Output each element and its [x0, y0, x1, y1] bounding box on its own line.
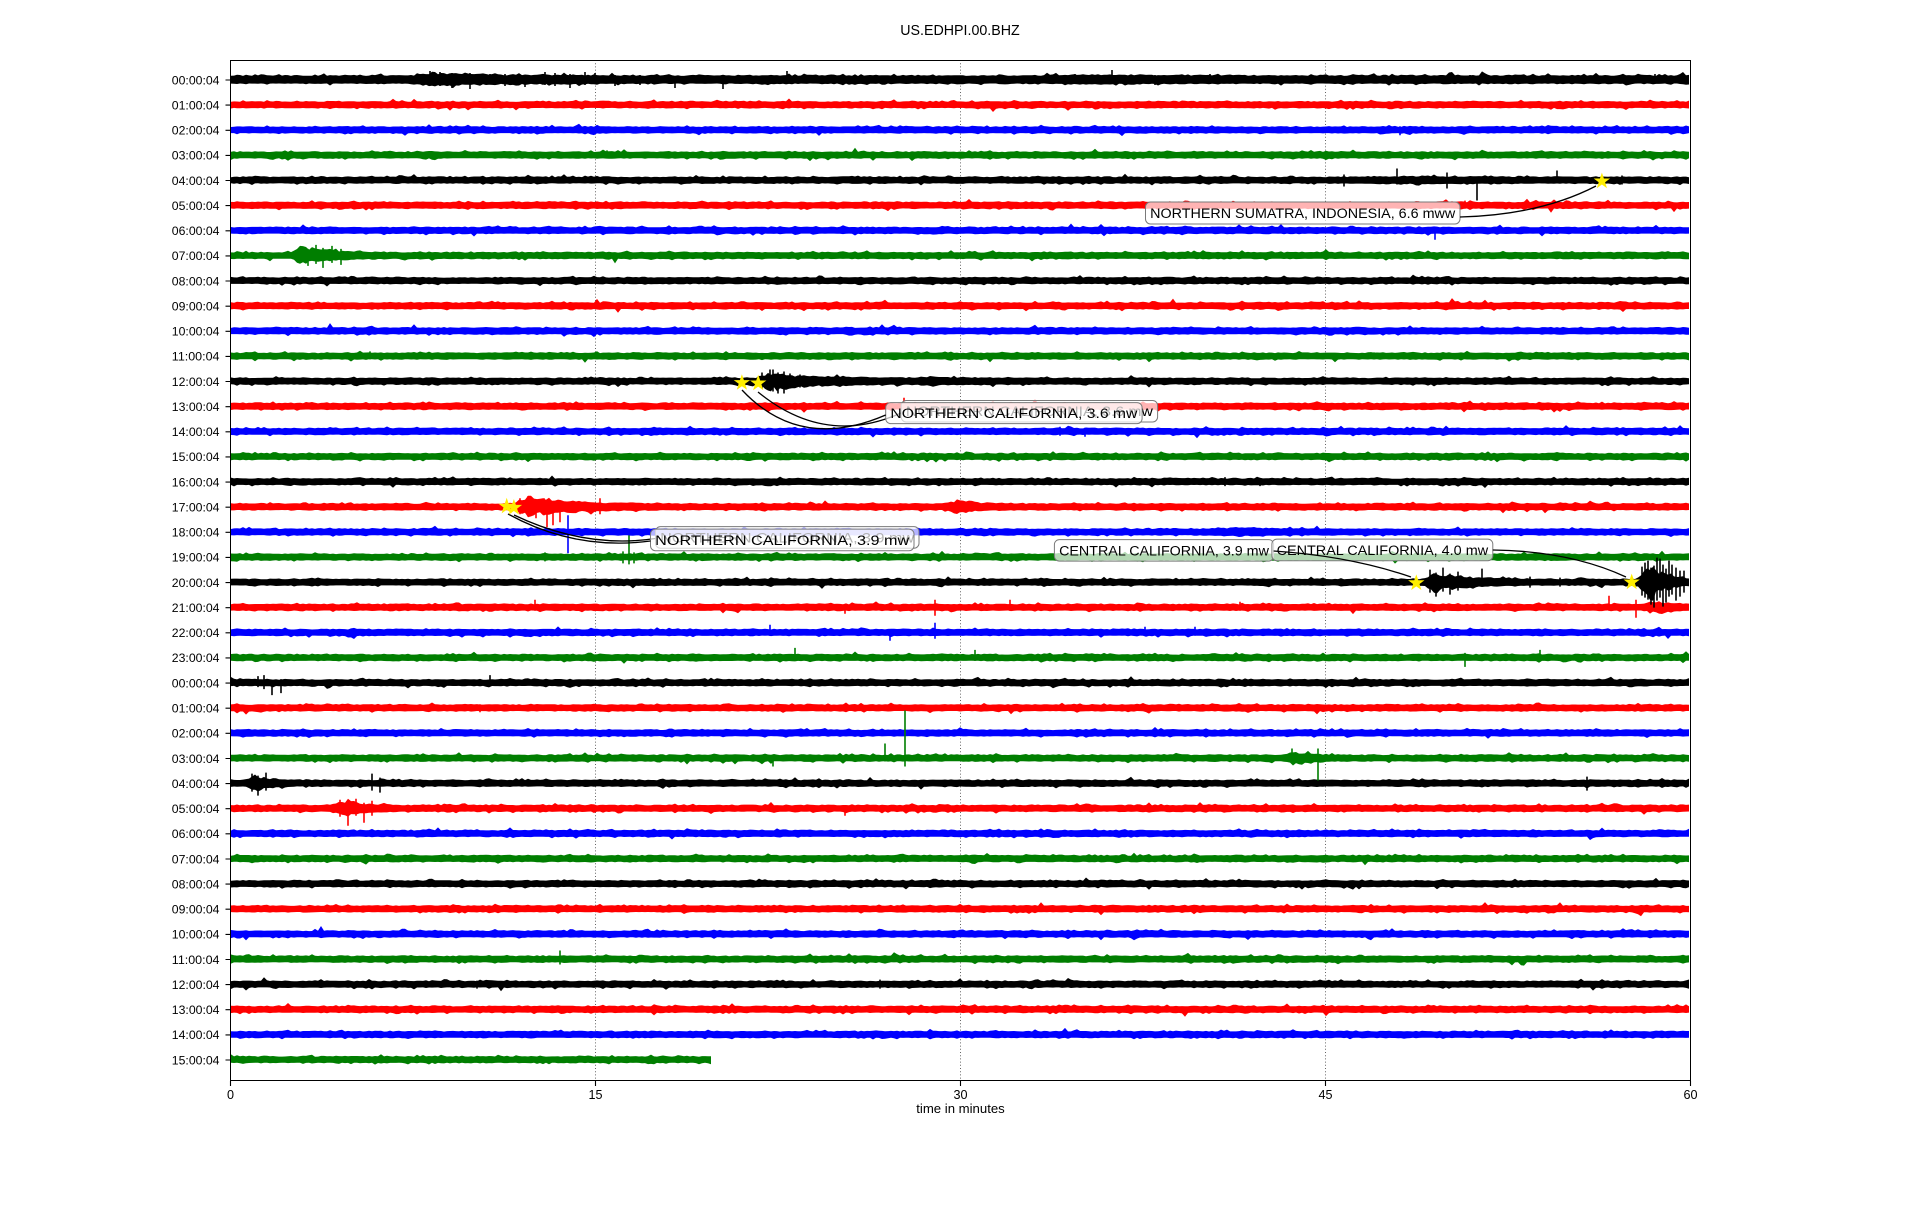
svg-text:19:00:04: 19:00:04	[172, 551, 220, 565]
svg-text:17:00:04: 17:00:04	[172, 501, 220, 515]
svg-text:14:00:04: 14:00:04	[172, 1028, 220, 1042]
svg-text:NORTHERN CALIFORNIA, 3.6 mw: NORTHERN CALIFORNIA, 3.6 mw	[890, 405, 1138, 421]
svg-text:15: 15	[588, 1088, 602, 1102]
svg-text:US.EDHPI.00.BHZ: US.EDHPI.00.BHZ	[900, 23, 1020, 39]
svg-text:13:00:04: 13:00:04	[172, 1003, 220, 1017]
svg-text:10:00:04: 10:00:04	[172, 928, 220, 942]
svg-text:0: 0	[227, 1088, 234, 1102]
svg-text:02:00:04: 02:00:04	[172, 124, 220, 138]
svg-text:16:00:04: 16:00:04	[172, 475, 220, 489]
svg-text:12:00:04: 12:00:04	[172, 375, 220, 389]
svg-text:02:00:04: 02:00:04	[172, 727, 220, 741]
svg-text:03:00:04: 03:00:04	[172, 149, 220, 163]
svg-text:04:00:04: 04:00:04	[172, 174, 220, 188]
svg-text:08:00:04: 08:00:04	[172, 877, 220, 891]
svg-text:21:00:04: 21:00:04	[172, 601, 220, 615]
svg-text:09:00:04: 09:00:04	[172, 903, 220, 917]
svg-text:45: 45	[1318, 1088, 1332, 1102]
svg-text:20:00:04: 20:00:04	[172, 576, 220, 590]
svg-text:18:00:04: 18:00:04	[172, 526, 220, 540]
svg-text:04:00:04: 04:00:04	[172, 777, 220, 791]
svg-text:11:00:04: 11:00:04	[172, 953, 220, 967]
svg-text:07:00:04: 07:00:04	[172, 852, 220, 866]
svg-text:09:00:04: 09:00:04	[172, 300, 220, 314]
svg-text:05:00:04: 05:00:04	[172, 802, 220, 816]
svg-text:15:00:04: 15:00:04	[172, 450, 220, 464]
svg-text:00:00:04: 00:00:04	[172, 73, 220, 87]
svg-text:01:00:04: 01:00:04	[172, 98, 220, 112]
svg-text:time in minutes: time in minutes	[916, 1101, 1005, 1116]
svg-text:NORTHERN SUMATRA, INDONESIA, 6: NORTHERN SUMATRA, INDONESIA, 6.6 mww	[1150, 205, 1456, 221]
svg-text:01:00:04: 01:00:04	[172, 702, 220, 716]
svg-text:06:00:04: 06:00:04	[172, 827, 220, 841]
svg-text:30: 30	[953, 1088, 967, 1102]
svg-text:00:00:04: 00:00:04	[172, 676, 220, 690]
svg-text:15:00:04: 15:00:04	[172, 1053, 220, 1067]
svg-text:23:00:04: 23:00:04	[172, 651, 220, 665]
svg-text:60: 60	[1683, 1088, 1697, 1102]
svg-text:22:00:04: 22:00:04	[172, 626, 220, 640]
svg-text:07:00:04: 07:00:04	[172, 249, 220, 263]
svg-text:CENTRAL CALIFORNIA, 3.9 mw: CENTRAL CALIFORNIA, 3.9 mw	[1059, 542, 1270, 558]
svg-text:06:00:04: 06:00:04	[172, 224, 220, 238]
svg-text:03:00:04: 03:00:04	[172, 752, 220, 766]
svg-text:11:00:04: 11:00:04	[172, 350, 220, 364]
svg-text:10:00:04: 10:00:04	[172, 325, 220, 339]
svg-text:05:00:04: 05:00:04	[172, 199, 220, 213]
svg-text:NORTHERN CALIFORNIA, 3.9 mw: NORTHERN CALIFORNIA, 3.9 mw	[655, 532, 910, 548]
svg-text:12:00:04: 12:00:04	[172, 978, 220, 992]
svg-text:13:00:04: 13:00:04	[172, 400, 220, 414]
svg-text:CENTRAL CALIFORNIA, 4.0 mw: CENTRAL CALIFORNIA, 4.0 mw	[1277, 542, 1489, 558]
svg-text:14:00:04: 14:00:04	[172, 425, 220, 439]
svg-text:08:00:04: 08:00:04	[172, 274, 220, 288]
